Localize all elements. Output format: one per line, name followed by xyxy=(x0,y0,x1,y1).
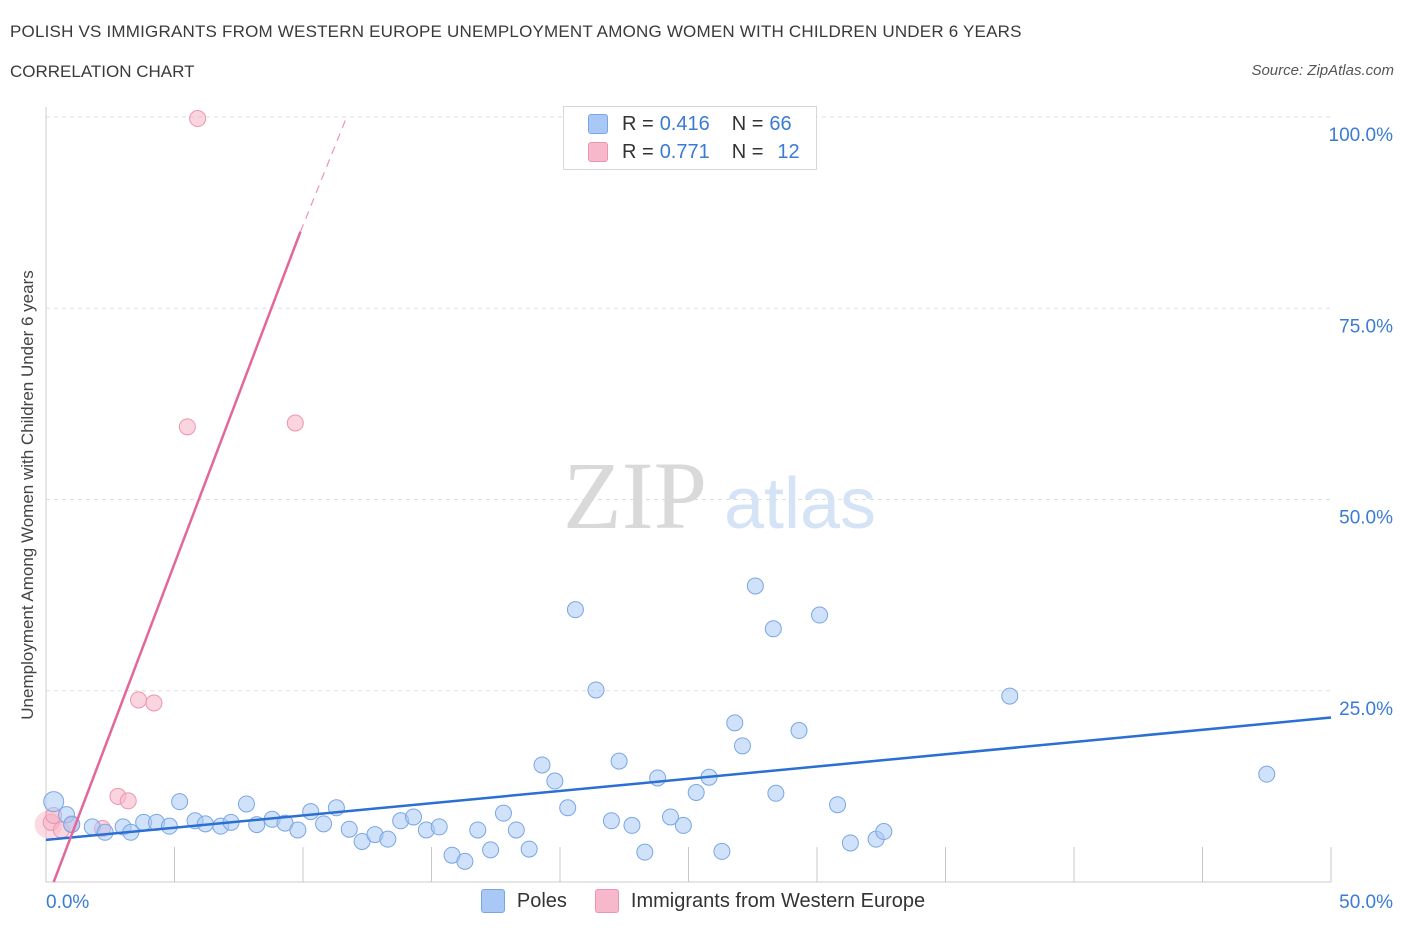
poles-point xyxy=(456,852,474,870)
poles-point xyxy=(1001,687,1019,705)
poles-point xyxy=(469,821,487,839)
immigrants-trend-extension xyxy=(299,116,348,232)
poles-point xyxy=(841,834,859,852)
poles-point xyxy=(566,601,584,619)
immigrants-trend-line xyxy=(52,231,302,883)
legend-label-immigrants: Immigrants from Western Europe xyxy=(630,889,926,912)
immigrants-point xyxy=(130,691,148,709)
poles-point xyxy=(726,714,744,732)
legend-r-value: 0.416 xyxy=(659,112,710,135)
poles-point xyxy=(507,821,525,839)
chart-subtitle: CORRELATION CHART xyxy=(10,62,195,81)
poles-point xyxy=(587,681,605,699)
poles-point xyxy=(1258,765,1276,783)
legend-r-value: 0.771 xyxy=(659,140,710,163)
poles-point xyxy=(767,784,785,802)
poles-point xyxy=(811,606,829,624)
poles-point xyxy=(171,793,189,811)
watermark-atlas: atlas xyxy=(724,464,876,544)
poles-point xyxy=(340,820,358,838)
legend-r-label: R = xyxy=(622,140,654,163)
immigrants-point xyxy=(119,792,137,810)
legend-n-value: 66 xyxy=(769,112,792,135)
poles-point xyxy=(96,823,114,841)
y-tick-label: 50.0% xyxy=(1339,508,1393,529)
poles-point xyxy=(623,816,641,834)
poles-point xyxy=(764,620,782,638)
poles-point xyxy=(494,804,512,822)
poles-point xyxy=(875,823,893,841)
x-tick-label: 50.0% xyxy=(1339,892,1393,913)
poles-point xyxy=(302,803,320,821)
poles-point xyxy=(662,808,680,826)
poles-point xyxy=(405,808,423,826)
poles-point xyxy=(237,795,255,813)
legend-item-immigrants[interactable]: Immigrants from Western Europe xyxy=(594,889,926,913)
poles-point xyxy=(379,830,397,848)
poles-point xyxy=(160,817,178,835)
poles-point xyxy=(610,752,628,770)
y-tick-label: 25.0% xyxy=(1339,699,1393,720)
poles-point xyxy=(790,722,808,740)
legend-r-label: R = xyxy=(622,112,654,135)
trend-layer xyxy=(45,116,1332,883)
x-tick-label: 0.0% xyxy=(46,892,89,913)
poles-trend-line xyxy=(45,716,1332,842)
source-label: Source: ZipAtlas.com xyxy=(1251,62,1394,79)
series-legend: Poles Immigrants from Western Europe xyxy=(0,889,1406,913)
poles-point xyxy=(289,821,307,839)
immigrants-swatch xyxy=(594,889,619,913)
poles-swatch xyxy=(480,889,505,913)
immigrants-point xyxy=(178,418,196,436)
poles-point xyxy=(533,756,551,774)
poles-point xyxy=(430,818,448,836)
grid-layer xyxy=(46,116,1331,692)
poles-point xyxy=(687,783,705,801)
poles-point xyxy=(746,577,764,595)
y-tick-label: 100.0% xyxy=(1329,125,1394,146)
poles-point xyxy=(733,737,751,755)
legend-label-poles: Poles xyxy=(516,889,567,912)
legend-n-value: 12 xyxy=(777,140,800,163)
immigrants-point xyxy=(189,110,207,128)
poles-point xyxy=(546,772,564,790)
y-axis-label: Unemployment Among Women with Children U… xyxy=(18,270,37,719)
poles-point xyxy=(636,843,654,861)
axis-layer xyxy=(45,107,1332,883)
legend-item-poles[interactable]: Poles xyxy=(480,889,567,913)
immigrants-point xyxy=(145,694,163,712)
poles-point xyxy=(649,769,667,787)
poles-point xyxy=(43,791,65,813)
immigrants-swatch xyxy=(588,142,608,162)
points-layer xyxy=(34,110,1276,870)
poles-point xyxy=(520,840,538,858)
poles-point xyxy=(315,815,333,833)
y-tick-label: 75.0% xyxy=(1339,316,1393,337)
legend-row-poles: R = 0.416 N = 66 xyxy=(588,112,792,136)
correlation-legend: R = 0.416 N = 66 R = 0.771 N = 12 xyxy=(563,106,817,170)
poles-point xyxy=(482,841,500,859)
immigrants-point xyxy=(286,414,304,432)
poles-point xyxy=(559,799,577,817)
watermark-zip: ZIP xyxy=(563,442,707,549)
legend-n-label: N = xyxy=(731,112,764,135)
legend-n-label: N = xyxy=(731,140,764,163)
chart-title: POLISH VS IMMIGRANTS FROM WESTERN EUROPE… xyxy=(10,22,1022,41)
poles-swatch xyxy=(588,114,608,134)
tick-labels: 100.0% 75.0% 50.0% 25.0% 0.0% 50.0% xyxy=(46,125,1393,913)
watermark: ZIP atlas xyxy=(563,442,876,549)
poles-point xyxy=(829,796,847,814)
poles-point xyxy=(602,812,620,830)
legend-row-immigrants: R = 0.771 N = 12 xyxy=(588,140,800,164)
poles-point xyxy=(674,816,692,834)
poles-point xyxy=(713,842,731,860)
